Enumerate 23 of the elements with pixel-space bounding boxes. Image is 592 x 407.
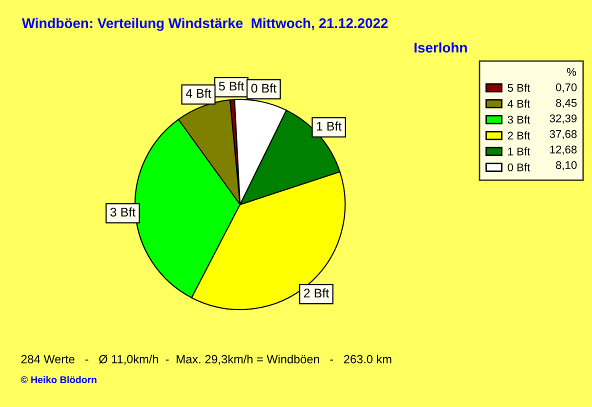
text: 284 Werte - Ø 11,0km/h - Max. 29,3km/h = Windböen - 263.0 km	[21, 354, 392, 365]
legend-label: 5 Bft	[508, 84, 530, 92]
data-label: 8,45	[556, 98, 577, 108]
legend-title: %	[566, 68, 576, 76]
data-label: 0,70	[556, 83, 577, 93]
chart-subtitle: Iserlohn	[414, 42, 467, 53]
data-label: 37,68	[550, 130, 577, 140]
data-label: 32,39	[550, 114, 577, 124]
slice-label: 4 Bft	[186, 88, 212, 98]
legend-label: 3 Bft	[508, 115, 530, 124]
chart-title: Windböen: Verteilung Windstärke Mittwoch, 21.12.2022	[22, 18, 388, 31]
slice-label: 1 Bft	[316, 122, 342, 131]
legend-label: 2 Bft	[508, 131, 530, 140]
data-label: 8,10	[556, 161, 577, 170]
slice-label: 3 Bft	[110, 207, 136, 217]
legend-label: 1 Bft	[508, 147, 530, 156]
slice-label: 5 Bft	[218, 81, 244, 91]
legend-label: 4 Bft	[508, 100, 530, 108]
data-label: 12,68	[550, 146, 577, 155]
legend-label: 0 Bft	[508, 163, 530, 172]
slice-label: 2 Bft	[304, 288, 330, 298]
slice-label: 0 Bft	[251, 83, 276, 93]
text: © Heiko Blödorn	[20, 376, 96, 384]
